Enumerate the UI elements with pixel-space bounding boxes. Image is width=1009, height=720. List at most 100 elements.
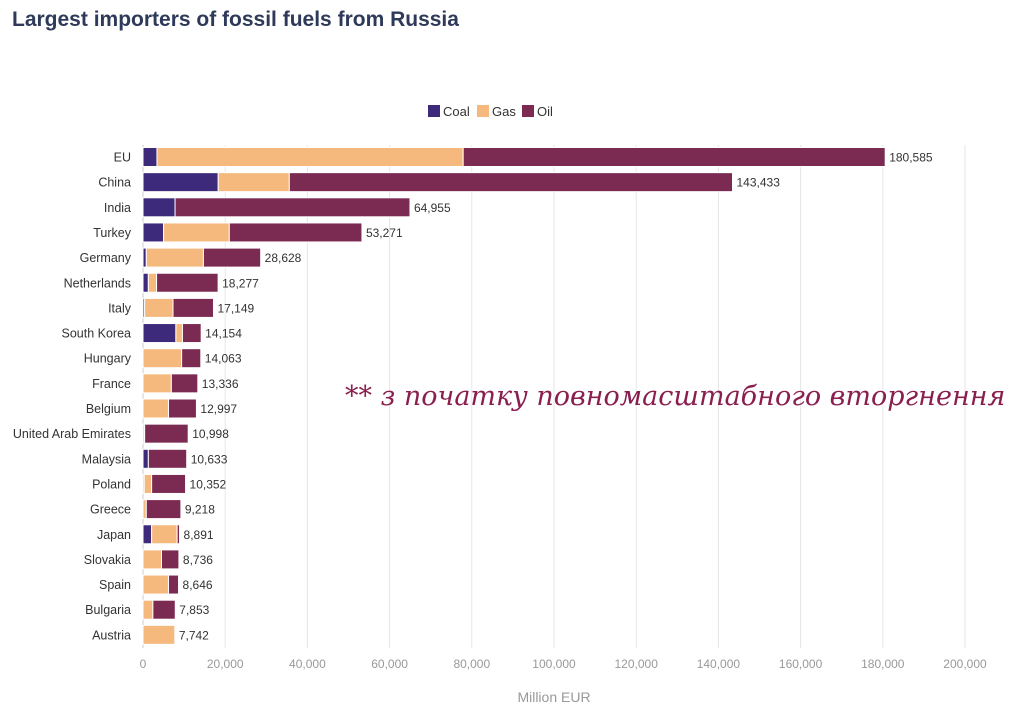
- bar-segment-coal: [142, 272, 149, 293]
- bar-segment-coal: [142, 147, 158, 167]
- total-value-label: 14,063: [205, 352, 242, 366]
- bar-segment-oil: [156, 272, 219, 293]
- category-label: Italy: [108, 301, 132, 315]
- bar-segment-oil: [288, 172, 734, 193]
- x-tick-label: 120,000: [615, 657, 659, 671]
- x-tick-label: 140,000: [697, 657, 741, 671]
- bar-segment-oil: [144, 423, 189, 444]
- bar-segment-oil: [462, 147, 886, 167]
- category-label: Spain: [99, 578, 131, 592]
- bar-segment-gas: [163, 222, 230, 243]
- category-label: Turkey: [93, 226, 131, 240]
- category-label: Bulgaria: [85, 603, 131, 617]
- bar-segment-oil: [174, 197, 411, 218]
- bar-segment-coal: [142, 323, 177, 344]
- legend-label-oil: Oil: [537, 104, 553, 119]
- bar-segment-oil: [202, 247, 262, 268]
- bar-segment-gas: [142, 599, 154, 620]
- total-value-label: 28,628: [265, 251, 302, 265]
- bar-segment-gas: [147, 272, 158, 293]
- bar-segment-gas: [142, 398, 169, 419]
- bar-segment-oil: [181, 348, 202, 369]
- legend-label-gas: Gas: [492, 104, 516, 119]
- total-value-label: 17,149: [217, 301, 254, 315]
- category-label: Slovakia: [84, 553, 131, 567]
- bar-segment-gas: [142, 624, 176, 645]
- bar-segment-gas: [142, 373, 172, 394]
- bar-segment-gas: [156, 147, 464, 167]
- category-label: Austria: [92, 628, 131, 642]
- bar-segment-oil: [170, 373, 199, 394]
- category-label: Germany: [80, 251, 132, 265]
- legend: Coal Gas Oil: [428, 104, 553, 119]
- category-label: EU: [114, 151, 131, 165]
- x-tick-label: 200,000: [943, 657, 987, 671]
- total-labels: 180,585 143,433 64,955 53,271 28,628 18,277 17…: [179, 151, 933, 643]
- category-label: South Korea: [62, 327, 132, 341]
- category-label: Malaysia: [82, 452, 131, 466]
- bar-segment-coal: [142, 197, 176, 218]
- bar-segment-gas: [217, 172, 290, 193]
- bar-segment-oil: [176, 524, 181, 545]
- total-value-label: 8,891: [184, 528, 214, 542]
- x-tick-label: 60,000: [371, 657, 408, 671]
- bar-segment-gas: [142, 348, 183, 369]
- category-label: Netherlands: [64, 276, 131, 290]
- total-value-label: 13,336: [202, 377, 239, 391]
- total-value-label: 12,997: [200, 402, 237, 416]
- bar-segment-oil: [172, 297, 214, 318]
- total-value-label: 180,585: [889, 151, 933, 165]
- category-label: Poland: [92, 477, 131, 491]
- bar-segment-gas: [142, 574, 169, 595]
- bar-segment-gas: [175, 323, 183, 344]
- x-axis-title: Million EUR: [517, 689, 590, 705]
- x-tick-label: 0: [140, 657, 147, 671]
- category-label: United Arab Emirates: [13, 427, 131, 441]
- legend-swatch-gas: [477, 105, 489, 117]
- x-tick-label: 20,000: [207, 657, 244, 671]
- category-label: China: [98, 176, 131, 190]
- total-value-label: 53,271: [366, 226, 403, 240]
- bar-segment-oil: [181, 323, 202, 344]
- bar-segment-gas: [144, 297, 174, 318]
- bar-segment-oil: [145, 499, 182, 520]
- bar-segment-oil: [160, 549, 180, 570]
- total-value-label: 7,853: [179, 603, 209, 617]
- bar-segment-coal: [142, 222, 165, 243]
- bar-segment-gas: [145, 247, 204, 268]
- bar-segment-oil: [151, 473, 187, 494]
- x-tick-label: 160,000: [779, 657, 823, 671]
- category-label: Belgium: [86, 402, 131, 416]
- bar-segment-oil: [228, 222, 363, 243]
- bar-segment-oil: [167, 574, 180, 595]
- bar-segment-coal: [142, 524, 153, 545]
- bar-segment-coal: [142, 448, 149, 469]
- category-labels: EU China India Turkey Germany Netherlands Ital…: [13, 151, 132, 643]
- bar-segment-oil: [167, 398, 197, 419]
- total-value-label: 8,646: [183, 578, 213, 592]
- annotation-text: ** з початку повномасштабного вторгнення: [345, 381, 1005, 412]
- x-tick-label: 40,000: [289, 657, 326, 671]
- bar-segment-gas: [142, 549, 162, 570]
- total-value-label: 10,352: [190, 477, 227, 491]
- total-value-label: 7,742: [179, 628, 209, 642]
- total-value-label: 14,154: [205, 327, 242, 341]
- bar-segment-gas: [143, 473, 153, 494]
- total-value-label: 18,277: [222, 276, 259, 290]
- category-label: France: [92, 377, 131, 391]
- bar-segment-gas: [151, 524, 178, 545]
- category-label: India: [104, 201, 131, 215]
- legend-swatch-oil: [522, 105, 534, 117]
- total-value-label: 143,433: [737, 176, 781, 190]
- category-label: Japan: [97, 528, 131, 542]
- category-label: Hungary: [84, 352, 132, 366]
- legend-swatch-coal: [428, 105, 440, 117]
- chart-title: Largest importers of fossil fuels from R…: [12, 8, 459, 31]
- x-tick-label: 180,000: [861, 657, 905, 671]
- bars: [142, 147, 886, 645]
- x-tick-label: 100,000: [532, 657, 576, 671]
- bar-segment-coal: [142, 172, 219, 193]
- category-label: Greece: [90, 503, 131, 517]
- bar-segment-oil: [147, 448, 188, 469]
